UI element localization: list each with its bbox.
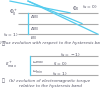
Text: $(l=0)$: $(l=0)$ — [53, 60, 67, 67]
Text: $(s=1)$: $(s=1)$ — [3, 31, 18, 38]
Text: $\Delta B_0$: $\Delta B_0$ — [30, 14, 40, 22]
Text: $B_0$: $B_0$ — [30, 35, 37, 42]
Text: $(s=-1)$: $(s=-1)$ — [60, 51, 80, 58]
Text: Ⓐ: Ⓐ — [2, 41, 5, 46]
Text: $\Delta B_0$: $\Delta B_0$ — [30, 25, 40, 33]
Text: $\omega_{min}$: $\omega_{min}$ — [32, 68, 43, 76]
Text: $(s=0)$: $(s=0)$ — [82, 3, 97, 10]
Text: $\varepsilon_{max}^+$: $\varepsilon_{max}^+$ — [5, 60, 17, 71]
Text: $\Phi_0$: $\Phi_0$ — [72, 4, 80, 13]
Text: (a) flux evolution with respect to the hysteresis band: (a) flux evolution with respect to the h… — [0, 41, 100, 45]
Text: Ⓑ: Ⓑ — [2, 78, 5, 83]
Text: (b) evolution of electromagnetic torque
relative to the hysteresis band: (b) evolution of electromagnetic torque … — [9, 79, 91, 88]
Text: $(s=1)$: $(s=1)$ — [52, 70, 68, 77]
Text: $\Phi_0^+$: $\Phi_0^+$ — [9, 7, 18, 18]
Text: $\omega_{max}$: $\omega_{max}$ — [32, 59, 44, 66]
